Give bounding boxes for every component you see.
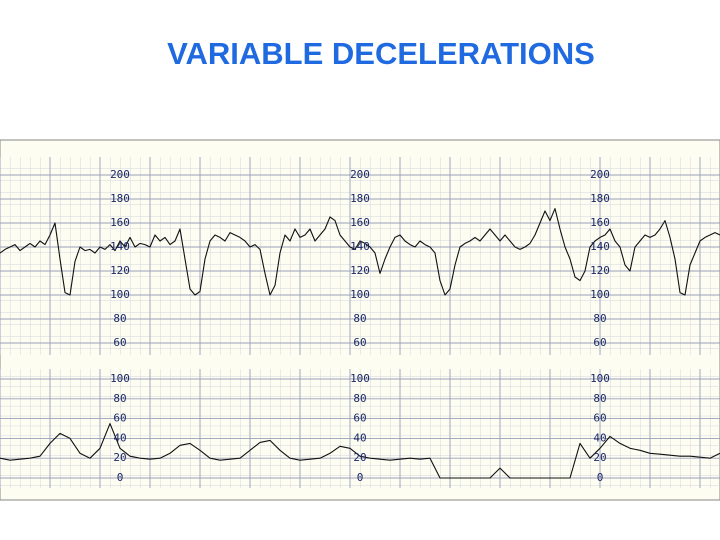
y-tick-label: 60 [593, 412, 606, 425]
y-tick-label: 100 [590, 288, 610, 301]
y-tick-label: 100 [110, 372, 130, 385]
y-tick-label: 160 [110, 216, 130, 229]
y-tick-label: 160 [590, 216, 610, 229]
y-tick-label: 20 [353, 451, 366, 464]
y-tick-label: 80 [353, 392, 366, 405]
y-tick-label: 80 [113, 392, 126, 405]
y-tick-label: 80 [113, 312, 126, 325]
y-tick-label: 180 [590, 192, 610, 205]
trace [0, 208, 720, 296]
trace [0, 423, 720, 479]
y-tick-label: 100 [110, 288, 130, 301]
y-tick-label: 200 [590, 168, 610, 181]
y-tick-label: 40 [353, 431, 366, 444]
y-tick-label: 40 [113, 431, 126, 444]
y-tick-label: 80 [353, 312, 366, 325]
y-tick-label: 60 [593, 336, 606, 349]
y-tick-label: 200 [110, 168, 130, 181]
y-tick-label: 120 [110, 264, 130, 277]
y-tick-label: 80 [593, 392, 606, 405]
y-tick-label: 180 [350, 192, 370, 205]
y-tick-label: 60 [113, 412, 126, 425]
y-tick-label: 120 [590, 264, 610, 277]
y-tick-label: 140 [590, 240, 610, 253]
y-tick-label: 60 [113, 336, 126, 349]
y-tick-label: 100 [350, 372, 370, 385]
y-tick-label: 180 [110, 192, 130, 205]
y-tick-label: 80 [593, 312, 606, 325]
y-tick-label: 60 [353, 412, 366, 425]
y-tick-label: 140 [350, 240, 370, 253]
y-tick-label: 100 [590, 372, 610, 385]
y-tick-label: 60 [353, 336, 366, 349]
y-tick-label: 0 [117, 471, 124, 484]
y-tick-label: 160 [350, 216, 370, 229]
slide-title: VARIABLE DECELERATIONS [167, 36, 595, 71]
y-tick-label: 120 [350, 264, 370, 277]
minor-grid [0, 157, 720, 355]
y-tick-label: 200 [350, 168, 370, 181]
y-tick-label: 0 [357, 471, 364, 484]
y-tick-label: 0 [597, 471, 604, 484]
y-tick-label: 20 [593, 451, 606, 464]
y-tick-label: 140 [110, 240, 130, 253]
y-tick-label: 40 [593, 431, 606, 444]
y-tick-label: 100 [350, 288, 370, 301]
y-tick-label: 20 [113, 451, 126, 464]
